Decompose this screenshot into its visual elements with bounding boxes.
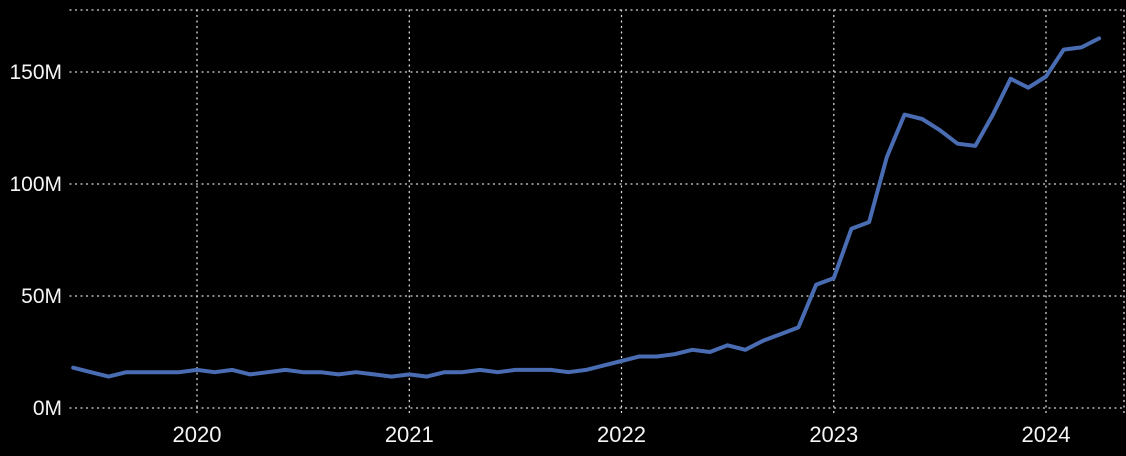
- x-axis-tick-label: 2023: [809, 422, 858, 447]
- x-axis-tick-label: 2021: [385, 422, 434, 447]
- x-axis-tick-label: 2024: [1022, 422, 1071, 447]
- y-axis-tick-label: 0M: [33, 397, 62, 420]
- y-axis-tick-label: 50M: [21, 285, 62, 308]
- gridlines: [69, 9, 1125, 414]
- y-axis-tick-label: 150M: [9, 61, 62, 84]
- x-axis-tick-label: 2022: [597, 422, 646, 447]
- y-axis-tick-label: 100M: [9, 173, 62, 196]
- x-axis-tick-label: 2020: [173, 422, 222, 447]
- data-series-line: [71, 36, 1102, 379]
